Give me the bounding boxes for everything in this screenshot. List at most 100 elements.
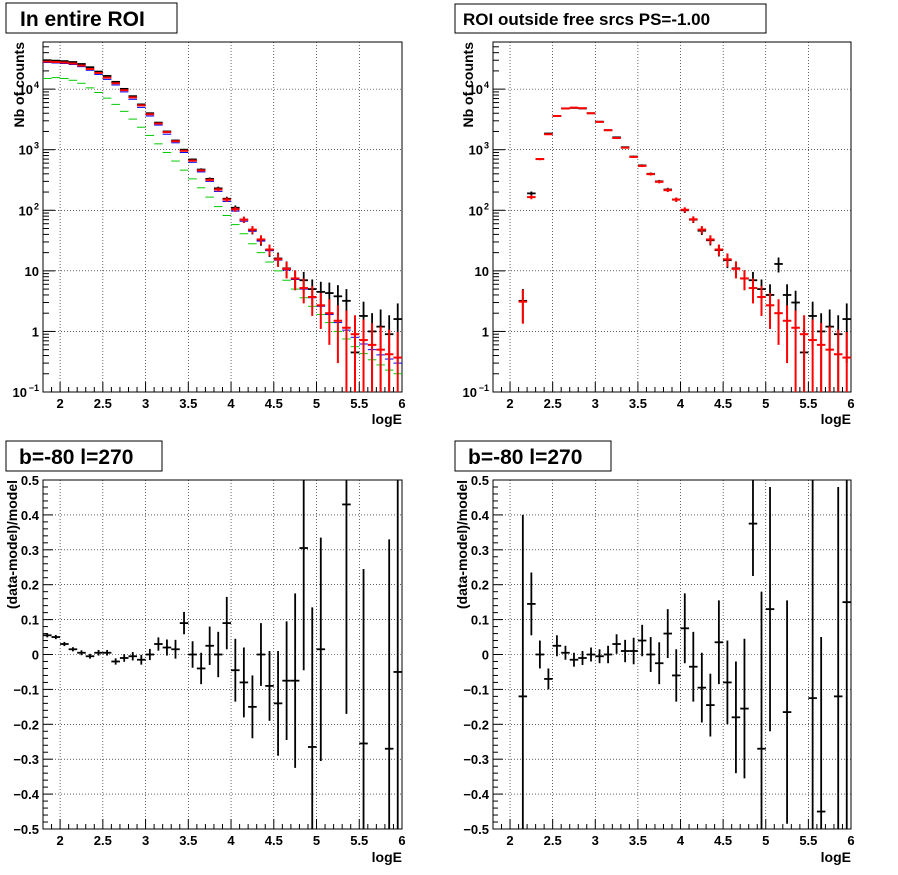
y-tick-label: 0.4 [471, 508, 490, 523]
title-box [5, 440, 163, 472]
x-tick-label: 3.5 [179, 396, 197, 411]
x-tick-label: 6 [847, 833, 854, 848]
x-tick-label: 5.5 [799, 833, 817, 848]
plot-frame [492, 41, 852, 393]
y-tick-label: −0.2 [13, 717, 39, 732]
y-tick-label: 0 [32, 648, 39, 663]
y-tick-exponent: 3 [484, 141, 489, 151]
chart-bottom-left: 2 2.5 3 3.5 4 4.5 5 5.5 6 −0.5 −0.4 −0.3 −0.2 −0.1 0 0.… [4, 440, 406, 865]
x-tick-label: 3 [592, 396, 599, 411]
x-tick-label: 2.5 [94, 833, 112, 848]
axis-ticks [42, 479, 403, 830]
y-tick-label: 10 [469, 203, 483, 218]
y-tick-label: 10 [463, 385, 477, 400]
y-tick-label: 0.3 [471, 543, 489, 558]
data-series [43, 59, 402, 392]
title-box [454, 3, 767, 34]
axis-ticks [42, 41, 403, 393]
x-tick-label: 5 [762, 396, 769, 411]
data-series [43, 480, 402, 829]
y-tick-label: 10 [25, 264, 39, 279]
y-tick-exponent: 4 [484, 80, 489, 90]
x-tick-label: 4.5 [714, 833, 732, 848]
x-tick-label: 2.5 [94, 396, 112, 411]
x-tick-label: 6 [398, 396, 405, 411]
x-tick-label: 5 [313, 396, 320, 411]
y-axis-label: (data-model)/model [454, 480, 470, 609]
x-tick-label: 5 [762, 833, 769, 848]
x-tick-label: 2 [506, 396, 513, 411]
y-tick-label: −0.2 [463, 717, 489, 732]
x-tick-label: 3.5 [629, 396, 647, 411]
chart-title: In entire ROI [20, 8, 145, 31]
plot-frame [42, 41, 403, 393]
y-tick-label: 10 [13, 385, 27, 400]
x-tick-label: 4.5 [714, 396, 732, 411]
x-tick-label: 4.5 [265, 833, 283, 848]
y-tick-exponent: −1 [29, 383, 39, 393]
x-axis-label: logE [372, 411, 402, 427]
x-tick-label: 4 [677, 396, 685, 411]
x-tick-label: 2 [506, 833, 513, 848]
grid-lines [493, 42, 852, 392]
y-tick-label: −0.1 [463, 682, 489, 697]
y-tick-label: 10 [19, 203, 33, 218]
chart-title: b=-80 l=270 [19, 446, 133, 469]
x-tick-label: 2 [56, 396, 63, 411]
y-tick-label: 0.5 [21, 473, 39, 488]
x-tick-label: 5.5 [350, 396, 368, 411]
y-tick-exponent: 2 [34, 201, 39, 211]
x-tick-label: 5.5 [350, 833, 368, 848]
chart-bottom-right: 2 2.5 3 3.5 4 4.5 5 5.5 6 −0.5 −0.4 −0.3 −0.2 −0.1 0 0.… [454, 440, 855, 865]
y-tick-label: 10 [475, 264, 489, 279]
y-tick-label: 10 [19, 82, 33, 97]
plot-frame [492, 479, 852, 830]
y-tick-exponent: 4 [34, 80, 39, 90]
y-tick-label: 10 [19, 143, 33, 158]
y-tick-label: 0.2 [471, 578, 489, 593]
y-tick-label: 10 [469, 82, 483, 97]
data-series [518, 106, 851, 392]
y-tick-label: −0.4 [13, 787, 39, 802]
y-tick-exponent: −1 [479, 383, 489, 393]
y-tick-label: 0.2 [21, 578, 39, 593]
tick-labels: 2 2.5 3 3.5 4 4.5 5 5.5 6 −0.5 −0.4 −0.3 −0.2 −0.1 0 0.… [13, 473, 405, 848]
y-tick-label: −0.3 [463, 752, 489, 767]
y-tick-label: 0 [482, 648, 489, 663]
y-tick-label: −0.5 [13, 822, 39, 837]
data-series [518, 480, 851, 829]
y-tick-label: 0.1 [21, 613, 39, 628]
x-tick-label: 3.5 [629, 833, 647, 848]
y-axis-label: Nb of counts [460, 42, 476, 128]
y-axis-label: Nb of counts [11, 42, 27, 128]
x-tick-label: 3 [142, 396, 149, 411]
axis-ticks [492, 479, 852, 830]
x-tick-label: 4.5 [265, 396, 283, 411]
y-tick-label: 0.1 [471, 613, 489, 628]
x-tick-label: 3 [142, 833, 149, 848]
y-tick-label: 1 [32, 324, 39, 339]
x-tick-label: 2 [56, 833, 63, 848]
title-box [5, 2, 178, 34]
x-tick-label: 2.5 [544, 396, 562, 411]
y-tick-exponent: 2 [484, 201, 489, 211]
y-tick-label: 1 [482, 324, 489, 339]
x-tick-label: 4 [227, 396, 235, 411]
y-tick-label: −0.4 [463, 787, 489, 802]
tick-labels: 2 2.5 3 3.5 4 4.5 5 5.5 6 −0.5 −0.4 −0.3 −0.2 −0.1 0 0.… [463, 473, 854, 848]
y-tick-label: −0.5 [463, 822, 489, 837]
x-tick-label: 5.5 [799, 396, 817, 411]
y-tick-exponent: 3 [34, 141, 39, 151]
x-tick-label: 3.5 [179, 833, 197, 848]
y-tick-label: 0.3 [21, 543, 39, 558]
x-axis-label: logE [821, 411, 851, 427]
chart-title: ROI outside free srcs PS=-1.00 [463, 10, 710, 29]
x-tick-label: 5 [313, 833, 320, 848]
y-axis-label: (data-model)/model [4, 480, 20, 609]
axis-ticks [492, 41, 852, 393]
